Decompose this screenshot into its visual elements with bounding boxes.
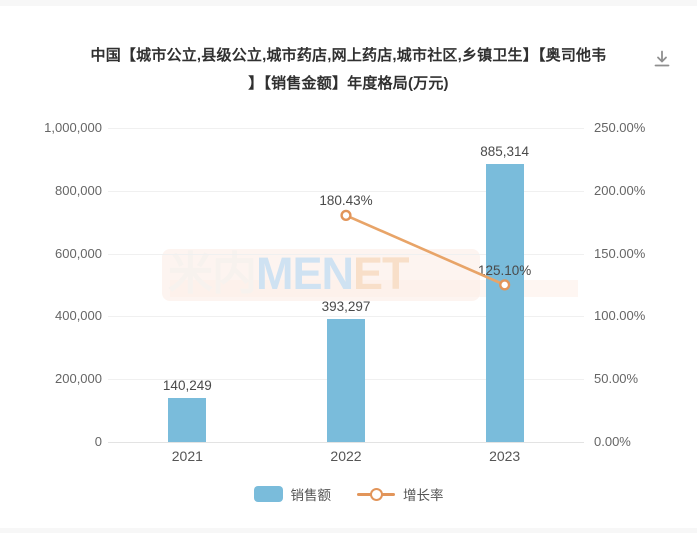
- y-axis-tick-left: 1,000,000: [44, 120, 102, 135]
- x-axis-label-2022: 2022: [330, 448, 362, 464]
- y-axis-tick-left: 200,000: [55, 371, 102, 387]
- bar-2022[interactable]: [327, 318, 365, 442]
- top-edge-strip: [0, 0, 697, 6]
- legend-item-sales[interactable]: 销售额: [253, 484, 332, 504]
- download-icon[interactable]: [650, 47, 674, 71]
- gridline: [108, 442, 584, 443]
- chart-title: 中国【城市公立,县级公立,城市药店,网上药店,城市社区,乡镇卫生】【奥司他韦 】…: [30, 42, 667, 98]
- chart-title-line2: 】【销售金额】年度格局(万元): [248, 75, 449, 92]
- legend-label-growth: 增长率: [403, 488, 444, 503]
- y-axis-tick-left: 600,000: [55, 245, 102, 261]
- legend-item-growth[interactable]: 增长率: [357, 484, 444, 504]
- growth-value-label: 125.10%: [478, 262, 532, 278]
- y-axis-tick-right: 200.00%: [594, 182, 646, 198]
- bar-2021[interactable]: [168, 397, 207, 442]
- legend-label-sales: 销售额: [290, 488, 332, 503]
- bar-value-label: 885,314: [480, 144, 530, 159]
- y-axis-tick-left: 0: [94, 434, 102, 449]
- gridline: [108, 316, 584, 318]
- watermark-band: [162, 249, 480, 301]
- x-axis-label-2023: 2023: [489, 448, 521, 464]
- sales-swatch-icon: [253, 486, 283, 502]
- growth-line-icon: [357, 487, 395, 501]
- bar-value-label: 393,297: [321, 298, 371, 314]
- x-axis-label-2021: 2021: [171, 448, 203, 464]
- y-axis-tick-right: 100.00%: [594, 308, 646, 324]
- chart-title-line1: 中国【城市公立,县级公立,城市药店,网上药店,城市社区,乡镇卫生】【奥司他韦: [90, 47, 607, 64]
- y-axis-tick-right: 50.00%: [594, 371, 639, 387]
- gridline: [108, 190, 584, 192]
- y-axis-tick-right: 0.00%: [594, 434, 631, 449]
- bar-value-label: 140,249: [162, 377, 212, 393]
- y-axis-tick-right: 150.00%: [594, 245, 646, 261]
- bar-2023[interactable]: [485, 164, 524, 442]
- legend: 销售额 增长率: [0, 484, 697, 504]
- watermark-text: 米内MENET: [168, 248, 410, 299]
- bottom-edge-strip: [0, 528, 697, 533]
- y-axis-tick-left: 400,000: [55, 308, 102, 324]
- y-axis-tick-right: 250.00%: [594, 120, 646, 135]
- growth-value-label: 180.43%: [319, 193, 373, 209]
- gridline: [108, 128, 584, 129]
- y-axis-tick-left: 800,000: [55, 182, 102, 198]
- growth-marker-2022[interactable]: [340, 209, 352, 221]
